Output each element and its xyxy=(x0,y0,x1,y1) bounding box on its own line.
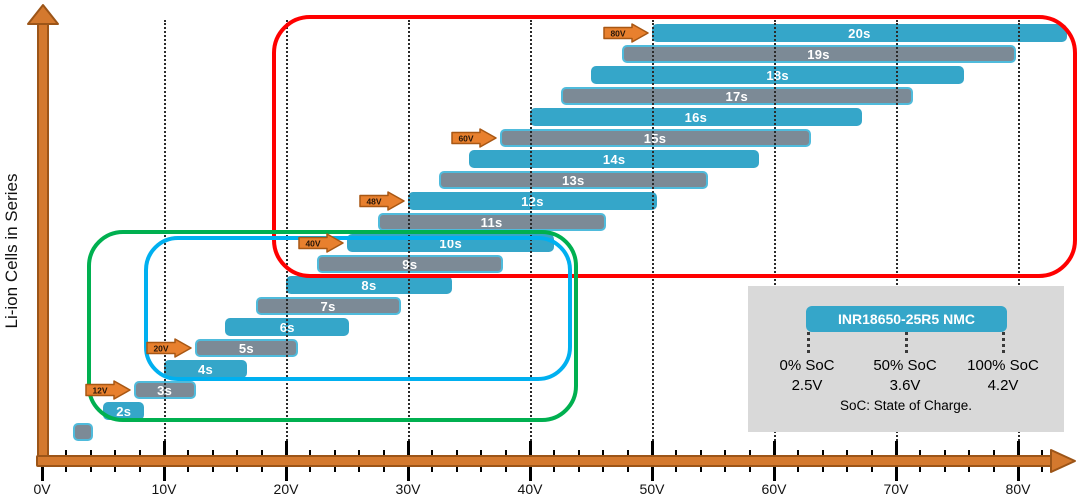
group-outline-blue-4s-10s xyxy=(144,236,572,381)
legend-entry-50pct: 50% SoC 3.6V xyxy=(850,356,960,396)
series-bar-label: 5s xyxy=(238,340,254,356)
series-bar-15s: 15s xyxy=(499,129,811,147)
group-outline-red-9s-20s xyxy=(272,15,1077,278)
series-bar-label: 11s xyxy=(480,214,503,230)
gridline-10V xyxy=(164,20,166,452)
x-tick-label-40V: 40V xyxy=(517,481,543,497)
x-tick-label-50V: 50V xyxy=(639,481,665,497)
step-arrow-label: 20V xyxy=(153,343,168,353)
step-arrow-80V: 80V xyxy=(603,23,649,43)
y-axis-line xyxy=(37,20,49,463)
legend-entry-0pct: 0% SoC 2.5V xyxy=(752,356,862,396)
legend-entry-label: 50% SoC xyxy=(873,357,937,374)
x-tick-label-60V: 60V xyxy=(761,481,787,497)
step-arrow-label: 60V xyxy=(458,133,473,143)
step-arrow-label: 40V xyxy=(305,238,320,248)
legend-entry-value: 3.6V xyxy=(889,377,921,394)
series-bar-16s: 16s xyxy=(530,108,862,126)
series-bar-label: 8s xyxy=(361,277,377,293)
series-bar-14s: 14s xyxy=(469,150,760,168)
gridline-80V xyxy=(1018,20,1020,452)
x-tick-label-30V: 30V xyxy=(395,481,421,497)
legend-dotted-tick-50pct xyxy=(905,332,908,353)
legend: INR18650-25R5 NMC 0% SoC 2.5V 50% SoC 3.… xyxy=(748,286,1064,432)
series-bar-label: 18s xyxy=(766,67,789,83)
group-outline-green-2s-10s xyxy=(87,230,578,422)
x-tick-label-80V: 80V xyxy=(1005,481,1031,497)
gridline-70V xyxy=(896,20,898,452)
legend-entry-100pct: 100% SoC 4.2V xyxy=(948,356,1058,396)
legend-footnote: SoC: State of Charge. xyxy=(839,398,973,413)
x-tick-label-20V: 20V xyxy=(273,481,299,497)
series-bar-label: 14s xyxy=(602,151,626,167)
gridline-50V xyxy=(652,20,654,452)
series-bar-label: 13s xyxy=(562,172,585,188)
step-arrow-60V: 60V xyxy=(450,128,497,148)
step-arrow-label: 80V xyxy=(610,28,625,38)
series-bar-label: 15s xyxy=(643,130,667,146)
step-arrow-40V: 40V xyxy=(298,233,344,253)
x-tick-label-10V: 10V xyxy=(151,481,177,497)
gridline-60V xyxy=(774,20,776,452)
legend-entry-value: 2.5V xyxy=(791,377,823,394)
series-bar-8s: 8s xyxy=(286,276,452,294)
series-bar-label: 17s xyxy=(725,88,749,104)
series-bar-20s: 20s xyxy=(652,24,1067,42)
series-bar-label: 12s xyxy=(521,193,544,209)
series-bar-4s: 4s xyxy=(164,360,247,378)
series-bar-label: 4s xyxy=(197,361,213,377)
series-bar-label: 7s xyxy=(320,298,336,314)
series-bar-label: 16s xyxy=(684,109,708,125)
series-bar-13s: 13s xyxy=(438,171,709,189)
y-axis-arrowhead-icon xyxy=(27,4,59,25)
step-arrow-12V: 12V xyxy=(84,380,131,400)
step-arrow-label: 12V xyxy=(92,385,107,395)
series-bar-5s: 5s xyxy=(194,339,299,357)
series-bar-12s: 12s xyxy=(408,192,657,210)
series-bar-18s: 18s xyxy=(591,66,965,84)
legend-dotted-tick-0pct xyxy=(807,332,810,353)
step-arrow-48V: 48V xyxy=(359,191,405,211)
legend-dotted-tick-100pct xyxy=(1002,332,1005,353)
legend-cell-range-bar: INR18650-25R5 NMC xyxy=(806,306,1007,332)
x-axis-arrowhead-icon xyxy=(1050,449,1076,473)
series-bar-label: 20s xyxy=(848,25,871,41)
step-arrow-label: 48V xyxy=(366,196,381,206)
legend-entry-label: 100% SoC xyxy=(967,357,1039,374)
series-bar-label: 19s xyxy=(807,46,830,62)
legend-entry-value: 4.2V xyxy=(987,377,1019,394)
legend-entry-label: 0% SoC xyxy=(779,357,835,374)
x-axis-line xyxy=(36,455,1052,467)
series-bar-1s xyxy=(72,423,94,441)
step-arrow-20V: 20V xyxy=(145,338,192,358)
x-tick-label-70V: 70V xyxy=(883,481,909,497)
series-bar-17s: 17s xyxy=(560,87,914,105)
x-tick-label-0V: 0V xyxy=(33,481,51,497)
series-bar-19s: 19s xyxy=(621,45,1016,63)
series-bar-7s: 7s xyxy=(255,297,401,315)
